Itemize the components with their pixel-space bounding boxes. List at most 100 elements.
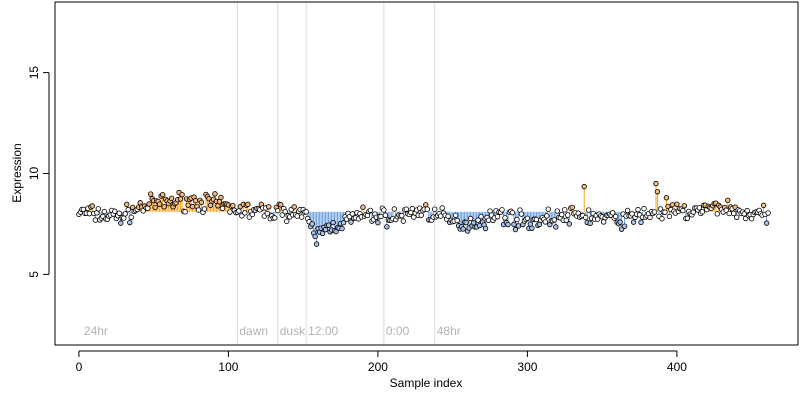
data-point xyxy=(583,214,589,221)
data-point xyxy=(128,214,134,220)
data-point xyxy=(551,217,558,223)
data-point xyxy=(666,213,673,220)
data-point xyxy=(545,206,552,212)
data-point xyxy=(725,197,731,204)
data-point xyxy=(665,203,671,210)
data-point xyxy=(182,209,188,215)
data-point xyxy=(294,213,300,219)
data-point xyxy=(651,209,658,215)
data-point xyxy=(101,208,108,215)
phase-label: 48hr xyxy=(437,324,461,338)
data-point xyxy=(445,213,451,219)
data-point xyxy=(463,219,469,226)
data-point xyxy=(146,201,152,207)
data-point xyxy=(201,206,208,212)
data-point xyxy=(272,215,278,221)
data-point xyxy=(284,218,290,225)
data-point xyxy=(723,207,729,213)
data-point xyxy=(514,216,520,223)
phase-markers: 24hr dawn dusk 12:00 0:00 48hr xyxy=(84,2,461,345)
data-point xyxy=(630,219,637,225)
data-point xyxy=(125,206,131,213)
y-tick-label: 15 xyxy=(27,66,41,80)
data-point xyxy=(179,191,185,198)
data-point xyxy=(399,212,405,219)
data-point xyxy=(92,217,99,223)
data-point xyxy=(303,209,309,215)
data-point xyxy=(509,209,516,216)
data-point xyxy=(348,219,354,225)
data-point xyxy=(662,209,668,215)
data-point xyxy=(544,213,550,219)
data-point xyxy=(375,220,381,226)
data-point xyxy=(502,215,508,221)
data-point xyxy=(159,191,166,198)
data-point xyxy=(384,224,390,230)
data-point xyxy=(275,207,281,214)
data-point xyxy=(313,241,320,247)
data-point xyxy=(563,217,569,224)
data-point xyxy=(227,209,233,215)
x-tick-label: 100 xyxy=(218,360,238,374)
data-point xyxy=(515,223,522,229)
data-point xyxy=(699,209,706,215)
data-point xyxy=(367,207,374,214)
data-point xyxy=(118,220,124,226)
data-point xyxy=(533,216,540,223)
data-point xyxy=(680,207,686,214)
data-point xyxy=(278,202,284,208)
data-point xyxy=(152,204,158,211)
data-point xyxy=(409,205,415,212)
data-point xyxy=(382,212,389,218)
data-point xyxy=(696,205,703,211)
data-point xyxy=(291,204,297,210)
data-point xyxy=(609,210,616,216)
y-axis-label: Expression xyxy=(10,143,24,202)
data-point xyxy=(86,210,93,217)
data-point xyxy=(559,211,565,218)
data-point xyxy=(236,208,242,214)
data-point xyxy=(124,201,130,208)
data-point xyxy=(659,215,665,222)
data-point xyxy=(569,204,575,211)
x-tick-label: 300 xyxy=(517,360,537,374)
data-point xyxy=(156,201,163,207)
data-point xyxy=(653,180,659,187)
phase-label: dusk xyxy=(280,324,306,338)
data-point xyxy=(339,225,345,232)
data-point xyxy=(562,207,568,213)
data-point xyxy=(485,217,492,224)
data-point xyxy=(349,211,356,217)
data-point xyxy=(511,221,517,228)
data-point xyxy=(553,224,559,230)
data-point xyxy=(512,226,519,233)
data-point xyxy=(418,212,424,218)
data-point xyxy=(116,210,122,216)
data-point xyxy=(734,214,740,220)
data-point xyxy=(147,191,154,197)
phase-label: 24hr xyxy=(84,324,108,338)
data-point xyxy=(635,206,641,213)
data-point xyxy=(122,211,128,217)
data-point xyxy=(581,183,587,190)
data-point xyxy=(638,219,644,226)
plot-frame xyxy=(54,1,799,346)
data-point xyxy=(460,226,466,232)
phase-label: 12:00 xyxy=(308,324,338,338)
data-point xyxy=(554,208,561,214)
data-point xyxy=(505,221,511,228)
data-point xyxy=(230,202,236,209)
data-point xyxy=(195,207,202,213)
data-point xyxy=(212,191,218,197)
data-point xyxy=(744,207,750,214)
data-point xyxy=(127,219,133,226)
data-point xyxy=(587,220,593,227)
data-point xyxy=(594,216,601,222)
data-point xyxy=(423,202,429,208)
data-point xyxy=(565,212,571,218)
data-point xyxy=(161,204,167,210)
data-point xyxy=(524,215,531,221)
data-point xyxy=(731,210,737,217)
data-point xyxy=(586,207,592,213)
data-point xyxy=(218,194,224,201)
